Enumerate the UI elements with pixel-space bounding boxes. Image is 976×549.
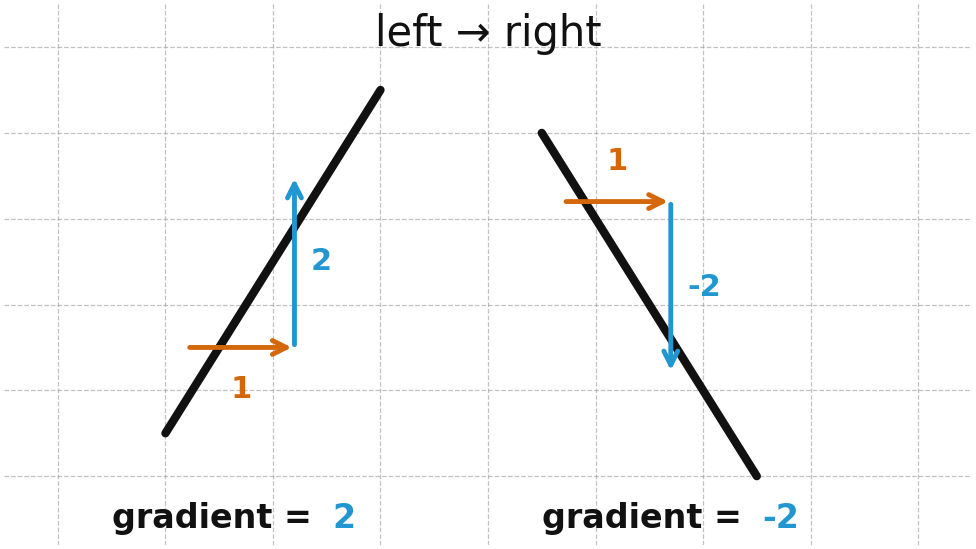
Text: 2: 2 xyxy=(332,502,355,535)
Text: 1: 1 xyxy=(606,147,628,176)
Text: -2: -2 xyxy=(687,273,720,302)
Text: 2: 2 xyxy=(310,247,332,276)
Text: gradient =: gradient = xyxy=(542,502,753,535)
Text: 1: 1 xyxy=(230,375,252,404)
Text: left → right: left → right xyxy=(375,13,601,55)
Text: -2: -2 xyxy=(762,502,799,535)
Text: gradient =: gradient = xyxy=(111,502,323,535)
